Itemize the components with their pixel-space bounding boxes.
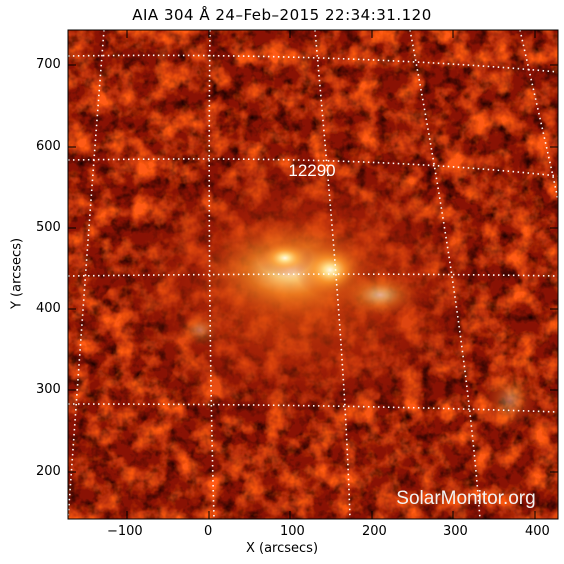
x-axis-label: X (arcsecs) (245, 541, 319, 556)
coordinate-grid (68, 30, 558, 519)
x-tick-label: 0 (204, 524, 213, 539)
y-tick-label: 500 (36, 220, 61, 235)
x-axis-ticks (126, 30, 536, 519)
x-tick-label: 200 (362, 524, 387, 539)
x-tick-label: 100 (280, 524, 305, 539)
y-tick-label: 200 (36, 464, 61, 479)
x-tick-label: 400 (525, 524, 550, 539)
y-tick-label: 700 (36, 57, 61, 72)
plot-frame (67, 29, 559, 520)
solar-image (68, 30, 558, 519)
watermark: SolarMonitor.org (396, 488, 535, 509)
active-region-label: 12290 (288, 161, 335, 180)
y-tick-label: 600 (36, 139, 61, 154)
x-tick-label: −100 (107, 524, 143, 539)
plot-title: AIA 304 Å 24–Feb–2015 22:34:31.120 (132, 6, 432, 24)
y-axis-label: Y (arcsecs) (9, 237, 25, 310)
x-tick-label: 300 (443, 524, 468, 539)
y-tick-label: 300 (36, 382, 61, 397)
y-tick-label: 400 (36, 301, 61, 316)
y-axis-ticks (68, 64, 558, 473)
